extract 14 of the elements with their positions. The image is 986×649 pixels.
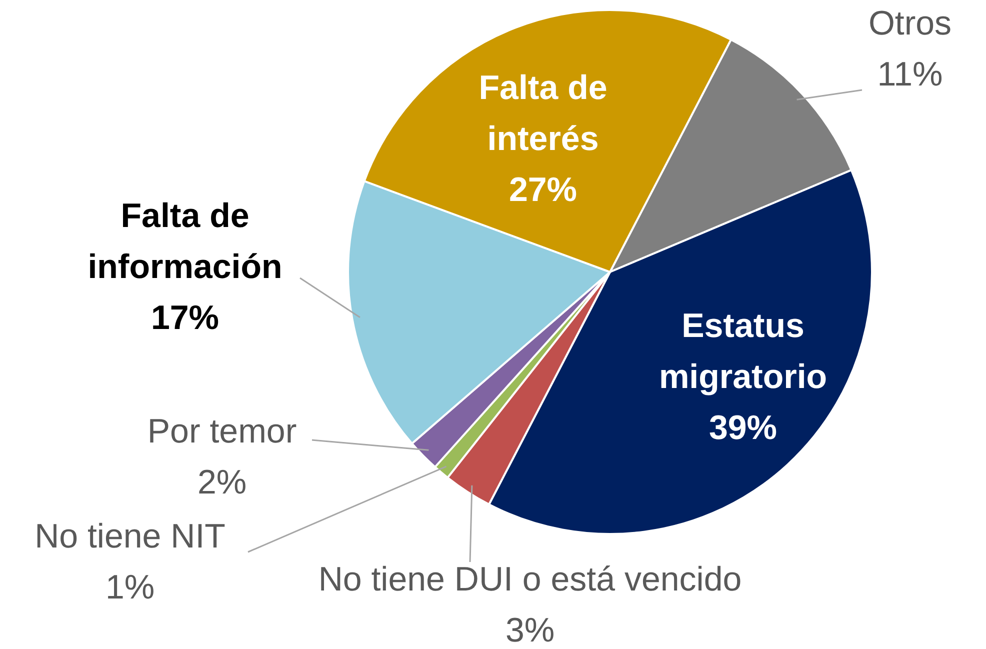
data-label: 11% <box>877 56 943 94</box>
data-label: 39% <box>708 409 778 447</box>
slice-label: No tiene DUI o está vencido <box>318 560 742 598</box>
data-label: 17% <box>150 299 220 337</box>
slice-label: No tiene NIT <box>34 518 226 556</box>
data-label: 2% <box>197 464 247 502</box>
data-label: 1% <box>105 568 155 606</box>
slice-label: Otros <box>868 4 952 42</box>
slice-label: Estatus migratorio <box>658 307 828 396</box>
slice-label: Falta de interés <box>478 69 608 158</box>
slice-label: Falta de información <box>88 197 282 286</box>
data-label: 27% <box>508 171 578 209</box>
slice-label: Por temor <box>147 412 297 450</box>
data-label: 3% <box>505 612 555 649</box>
